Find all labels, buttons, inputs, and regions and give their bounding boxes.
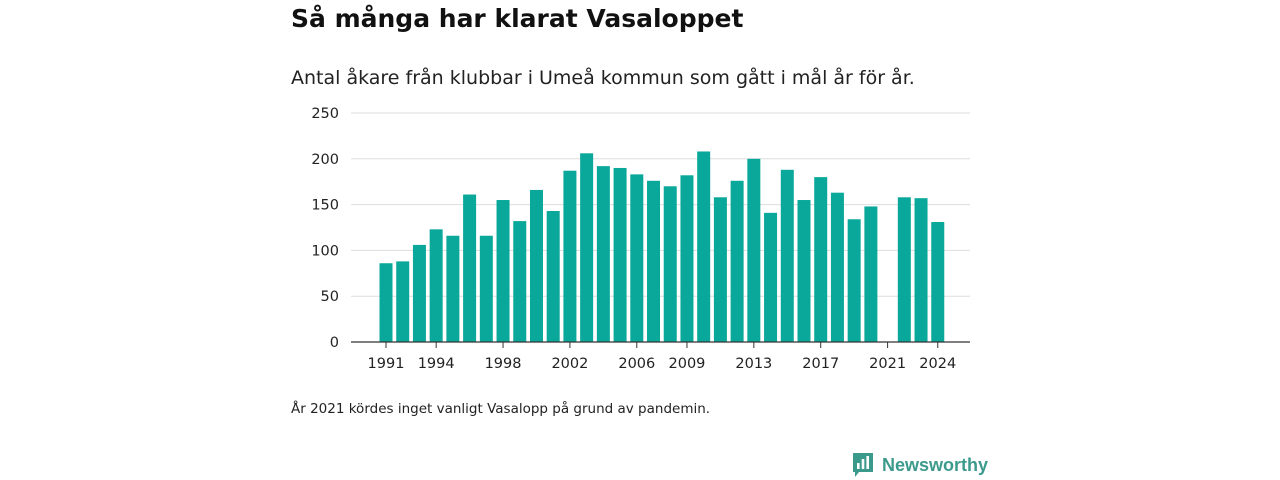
bar-2017 — [814, 177, 828, 342]
bar-chart-speech-bubble-icon — [853, 453, 873, 477]
footnote: År 2021 kördes inget vanligt Vasalopp på… — [291, 401, 711, 417]
y-tick-label: 100 — [311, 243, 339, 259]
bar-1997 — [479, 235, 493, 342]
bar-2001 — [546, 211, 560, 342]
x-tick-label: 2021 — [869, 356, 906, 372]
bar-2024 — [931, 222, 945, 342]
bar-2010 — [697, 151, 711, 342]
bar-1995 — [446, 235, 460, 342]
y-tick-label: 200 — [311, 152, 339, 168]
x-tick-label: 2006 — [618, 356, 655, 372]
y-tick-label: 50 — [321, 289, 339, 305]
bar-1991 — [379, 263, 393, 342]
bar-2009 — [680, 175, 694, 342]
bar-2000 — [529, 189, 543, 342]
x-tick-label: 1991 — [368, 356, 405, 372]
bar-2023 — [914, 198, 928, 342]
bar-1998 — [496, 200, 510, 342]
y-tick-label: 150 — [311, 198, 339, 214]
bar-2011 — [713, 197, 727, 342]
x-tick-label: 2017 — [802, 356, 839, 372]
x-tick-label: 2013 — [735, 356, 772, 372]
bar-2019 — [847, 219, 861, 342]
x-tick-label: 2009 — [669, 356, 706, 372]
chart-title: Så många har klarat Vasaloppet — [291, 4, 744, 33]
bar-1999 — [513, 221, 527, 342]
bar-2014 — [764, 212, 778, 342]
bar-1996 — [463, 194, 477, 342]
bar-2002 — [563, 170, 577, 342]
bar-1993 — [412, 244, 426, 342]
x-tick-label: 2024 — [919, 356, 956, 372]
x-tick-label: 1994 — [418, 356, 455, 372]
x-tick-label: 1998 — [485, 356, 522, 372]
bar-2016 — [797, 200, 811, 342]
newsworthy-logo[interactable]: Newsworthy — [852, 452, 988, 478]
bar-2006 — [630, 174, 644, 342]
bar-2004 — [596, 166, 610, 342]
bar-1994 — [429, 229, 443, 342]
bar-2005 — [613, 167, 627, 342]
bar-2020 — [864, 206, 878, 342]
bar-2018 — [830, 192, 844, 342]
bars — [379, 151, 945, 342]
chart-subtitle: Antal åkare från klubbar i Umeå kommun s… — [291, 67, 915, 89]
y-tick-label: 0 — [330, 335, 339, 351]
bar-2015 — [780, 169, 794, 342]
brand-name: Newsworthy — [882, 454, 989, 475]
bar-1992 — [396, 261, 410, 342]
bar-2012 — [730, 180, 744, 342]
bar-2007 — [647, 180, 661, 342]
bar-2008 — [663, 186, 677, 342]
axes: 0 50 100 150 200 250 1991 1994 1998 2002 2006 2009 2… — [311, 106, 970, 372]
bar-2013 — [747, 158, 761, 342]
bar-2003 — [580, 153, 594, 342]
y-tick-label: 250 — [311, 106, 339, 122]
x-tick-label: 2002 — [551, 356, 588, 372]
bar-2022 — [897, 197, 911, 342]
